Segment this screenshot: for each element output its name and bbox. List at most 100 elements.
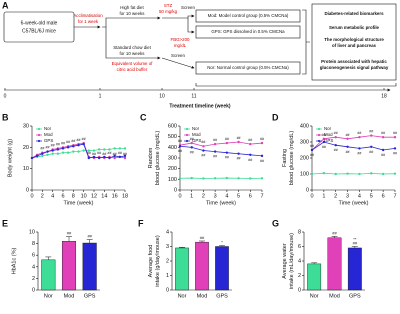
data-point <box>310 148 314 152</box>
significance: ** <box>353 237 357 242</box>
significance: ## <box>77 138 81 142</box>
legend-label: GPS <box>324 138 333 143</box>
significance: * <box>221 240 223 245</box>
x-tick-label: GPS <box>216 293 228 299</box>
data-point <box>87 149 91 152</box>
legend-label: GPS <box>192 138 201 143</box>
y-tick-label: 500 <box>168 134 177 140</box>
x-tick-label: 2 <box>334 193 337 199</box>
legend-marker <box>185 127 189 131</box>
y-axis-label: HbA1c (%) <box>11 248 17 275</box>
bracket <box>195 83 397 87</box>
legend-label: Nor <box>192 126 200 131</box>
significance: ## <box>310 144 314 148</box>
y-tick-label: 200 <box>300 155 309 161</box>
significance: ## <box>102 152 106 156</box>
x-tick-label: 14 <box>101 193 107 199</box>
data-point <box>178 145 182 148</box>
significance: ## <box>248 138 252 142</box>
significance: ## <box>332 230 337 235</box>
x-tick-label: Nor <box>310 293 319 299</box>
series-line <box>179 141 263 147</box>
y-axis-label: blood glucose (mg/dL) <box>155 131 161 186</box>
outcome: Diabetes-related biomarkers <box>324 11 384 16</box>
significance: ## <box>61 141 65 145</box>
timeline-tick-label: 0 <box>4 93 7 99</box>
y-tick-label: 0 <box>32 287 35 293</box>
data-point <box>113 156 116 160</box>
arrow <box>102 16 161 28</box>
legend-label: Nor <box>44 126 52 131</box>
group-box <box>195 25 301 39</box>
y-tick-label: 0 <box>174 187 177 193</box>
significance: ## <box>353 241 358 246</box>
error-bar <box>199 240 205 243</box>
significance: ## <box>237 157 241 161</box>
data-point <box>213 142 217 146</box>
data-point <box>118 155 122 159</box>
y-axis-label: Average water <box>282 243 288 279</box>
group: GPS: GPS dissolved in 0.5% CMCNa <box>211 29 285 34</box>
y-axis-label: Body weight (g) <box>7 139 13 177</box>
data-point <box>51 149 54 152</box>
buffer: Equivalent volume of <box>112 61 154 66</box>
panel-label: F <box>138 218 144 228</box>
x-tick-label: 7 <box>260 193 263 199</box>
x-tick-label: 4 <box>51 193 54 199</box>
significance: ## <box>213 155 217 159</box>
significance: ## <box>225 137 229 141</box>
legend-marker <box>317 127 321 131</box>
arrow <box>161 57 195 69</box>
significance: ## <box>334 148 338 152</box>
y-tick-label: 10 <box>29 229 35 235</box>
x-tick-label: 4 <box>225 193 228 199</box>
y-tick-label: 400 <box>168 145 177 151</box>
y-tick-label: 0 <box>26 187 29 193</box>
significance: ## <box>97 151 101 155</box>
data-point <box>346 172 349 175</box>
data-point <box>97 148 101 151</box>
legend-label: GPS <box>44 138 53 143</box>
significance: ## <box>56 142 60 146</box>
bar <box>215 246 229 291</box>
data-point <box>46 150 49 153</box>
diagram-shapes <box>3 3 397 92</box>
outcome: gluconeogenesis signal pathway <box>320 65 389 70</box>
series-line <box>311 135 395 151</box>
data-point <box>108 156 111 160</box>
significance: ## <box>369 130 373 134</box>
timeline-tick-label: 10 <box>159 93 165 99</box>
significance: ## <box>346 133 350 137</box>
error-bar <box>86 239 93 244</box>
group-box <box>195 61 301 75</box>
significance: ## <box>190 150 194 154</box>
data-point <box>56 152 60 155</box>
data-point <box>260 154 264 158</box>
data-point <box>103 148 106 151</box>
significance: ## <box>237 136 241 140</box>
legend-marker <box>317 133 321 137</box>
significance: ## <box>213 138 217 142</box>
x-tick-label: 5 <box>370 193 373 199</box>
data-point <box>72 145 75 148</box>
data-point <box>77 150 80 153</box>
x-tick-label: Nor <box>44 293 53 299</box>
significance: ## <box>178 149 182 153</box>
data-point <box>322 172 326 175</box>
data-point <box>334 144 337 147</box>
data-point <box>249 142 252 146</box>
data-point <box>92 155 96 159</box>
x-tick-label: 5 <box>237 193 240 199</box>
bar <box>347 247 362 291</box>
x-tick-label: 2 <box>41 193 44 199</box>
y-axis-label: blood glucose (mg/dL) <box>289 131 295 186</box>
legend-label: Mod <box>192 132 201 137</box>
y-tick-label: 1 <box>166 273 169 279</box>
data-point <box>249 153 252 156</box>
data-point <box>178 177 182 180</box>
data-point <box>87 156 91 160</box>
group-box <box>195 9 301 23</box>
x-tick-label: 0 <box>30 193 33 199</box>
significance: ## <box>67 231 72 236</box>
panel-label: A <box>2 0 9 10</box>
